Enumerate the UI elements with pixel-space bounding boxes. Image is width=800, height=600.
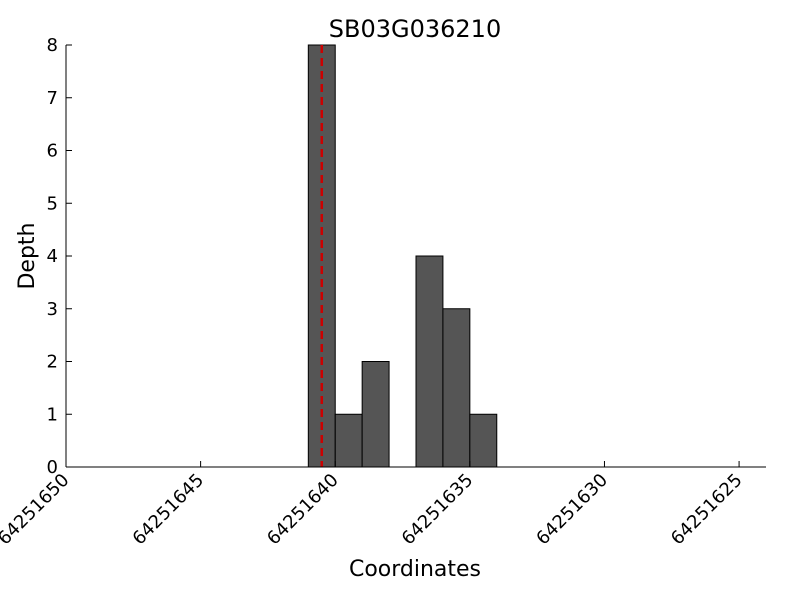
x-tick-label: 64251625 (667, 470, 747, 550)
bar (415, 255, 444, 468)
bar (334, 413, 363, 468)
y-tick-label: 4 (47, 246, 58, 267)
y-tick-label: 3 (47, 299, 58, 320)
bar (469, 413, 498, 468)
x-tick-label: 64251635 (398, 470, 478, 550)
y-axis-label: Depth (15, 222, 40, 289)
y-tick-label: 8 (47, 35, 58, 56)
chart-title: SB03G036210 (329, 15, 501, 43)
x-axis-label: Coordinates (349, 557, 481, 582)
x-tick-label: 64251630 (532, 470, 612, 550)
y-tick-label: 6 (47, 141, 58, 162)
y-tick-label: 0 (47, 457, 58, 478)
y-tick-label: 5 (47, 193, 58, 214)
y-tick-label: 7 (47, 88, 58, 109)
y-tick-label: 2 (47, 352, 58, 373)
bar (442, 308, 471, 468)
x-tick-label: 64251650 (0, 470, 74, 550)
y-tick-label: 1 (47, 404, 58, 425)
x-tick-label: 64251640 (263, 470, 343, 550)
x-tick-label: 64251645 (129, 470, 209, 550)
bar (361, 361, 390, 468)
